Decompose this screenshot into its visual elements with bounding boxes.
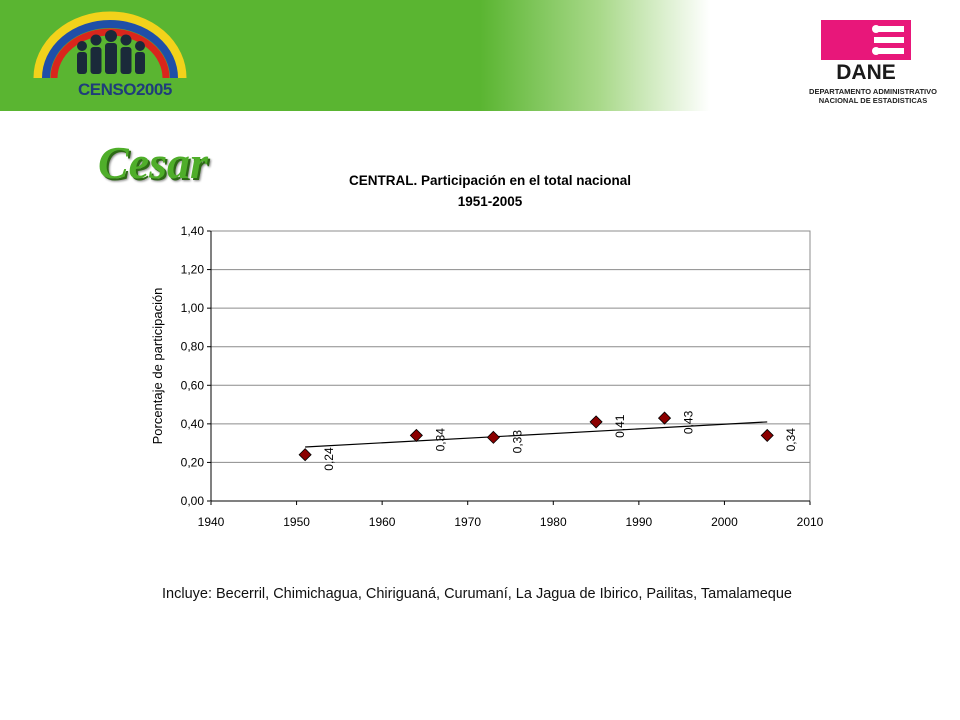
- y-axis-label: Porcentaje de participación: [150, 288, 165, 445]
- trendline: [305, 421, 768, 448]
- y-tick-label: 1,20: [181, 263, 205, 277]
- data-point: [657, 411, 672, 425]
- dane-logo-text: DANE: [836, 61, 896, 82]
- y-tick-label: 0,00: [181, 494, 205, 508]
- chart-title-line2: 1951-2005: [457, 194, 523, 209]
- x-tick-label: 1940: [198, 515, 225, 529]
- x-tick-label: 1980: [540, 515, 567, 529]
- data-label: 0,33: [510, 430, 524, 454]
- data-point: [409, 428, 423, 442]
- chart-title-line1: CENTRAL. Participación en el total nacio…: [348, 173, 632, 188]
- dane-logo: DANE: [821, 20, 911, 82]
- data-label: 0,24: [322, 447, 336, 471]
- data-point: [589, 415, 603, 429]
- dane-caption-line1: DEPARTAMENTO ADMINISTRATIVO: [809, 87, 937, 96]
- y-tick-label: 0,80: [181, 340, 205, 354]
- dane-caption-line2: NACIONAL DE ESTADISTICAS: [818, 96, 928, 105]
- x-tick-label: 2000: [711, 515, 738, 529]
- data-label: 0,41: [613, 414, 627, 438]
- data-label: 0,43: [682, 410, 696, 434]
- data-label: 0,34: [784, 428, 798, 452]
- page-title: Cesar: [98, 137, 208, 188]
- data-point: [486, 430, 500, 444]
- y-tick-label: 0,60: [181, 378, 205, 392]
- data-point: [298, 448, 312, 462]
- data-label: 0,34: [433, 428, 447, 452]
- data-point: [760, 428, 774, 442]
- x-tick-label: 1950: [283, 515, 310, 529]
- y-tick-label: 1,00: [181, 301, 205, 315]
- x-tick-label: 1960: [369, 515, 396, 529]
- y-tick-label: 0,20: [181, 455, 205, 469]
- y-tick-label: 0,40: [181, 417, 205, 431]
- plot-frame: [210, 230, 811, 502]
- census-logo: [33, 11, 187, 79]
- x-tick-label: 1970: [454, 515, 481, 529]
- dane-caption: DEPARTAMENTO ADMINISTRATIVO NACIONAL DE …: [788, 87, 958, 105]
- footnote: Incluye: Becerril, Chimichagua, Chirigua…: [162, 586, 792, 602]
- census-logo-text: CENSO2005: [78, 80, 172, 99]
- chart-title: CENTRAL. Participación en el total nacio…: [300, 170, 680, 212]
- x-tick-label: 2010: [797, 515, 824, 529]
- header-banner: CENSO2005 DANE DEPARTAMENTO ADMINISTRATI…: [0, 0, 960, 111]
- x-tick-label: 1990: [626, 515, 653, 529]
- y-tick-label: 1,40: [181, 224, 205, 238]
